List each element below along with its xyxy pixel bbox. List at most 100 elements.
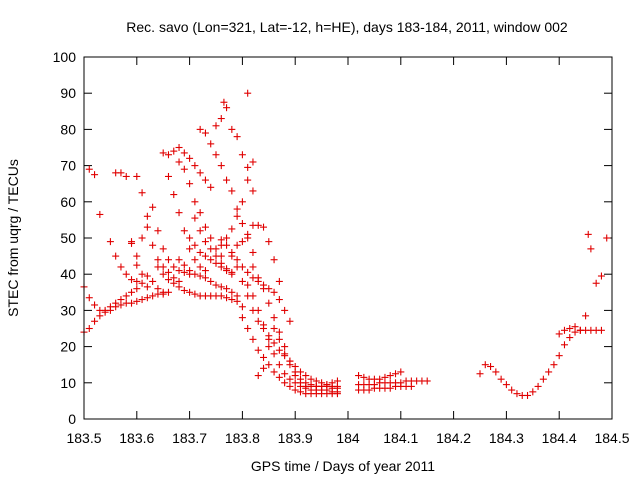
data-point (233, 292, 241, 300)
data-point (154, 285, 162, 293)
y-tick-label: 20 (60, 339, 76, 355)
data-point (386, 384, 394, 392)
data-point (143, 283, 151, 291)
data-point (238, 238, 246, 246)
data-point (191, 214, 199, 222)
data-point (487, 363, 495, 371)
data-point (566, 334, 574, 342)
data-point (270, 350, 278, 358)
data-point (159, 245, 167, 253)
data-point (201, 267, 209, 275)
data-point (275, 335, 283, 343)
data-point (249, 158, 257, 166)
data-point (265, 238, 273, 246)
data-point (407, 382, 415, 390)
data-point (207, 234, 215, 242)
data-point (228, 296, 236, 304)
data-point (91, 301, 99, 309)
data-point (122, 292, 130, 300)
data-point (164, 172, 172, 180)
data-point (196, 227, 204, 235)
data-point (233, 263, 241, 271)
data-point (244, 325, 252, 332)
data-point (212, 151, 220, 159)
data-point (244, 89, 252, 97)
data-point (133, 172, 141, 180)
data-point (106, 238, 114, 246)
data-point (254, 274, 262, 282)
data-point (502, 381, 510, 389)
data-point (191, 270, 199, 278)
data-point (191, 162, 199, 170)
data-point (254, 346, 262, 354)
data-point (529, 388, 537, 396)
data-point (576, 326, 584, 334)
data-point (281, 350, 289, 358)
data-point (217, 162, 225, 170)
x-tick-label: 183.7 (172, 430, 207, 446)
x-tick-label: 183.6 (119, 430, 154, 446)
data-point (133, 285, 141, 293)
data-point (281, 370, 289, 378)
data-point (249, 335, 257, 343)
data-point (191, 241, 199, 249)
data-point (217, 115, 225, 123)
data-point (265, 361, 273, 369)
data-point (286, 317, 294, 325)
y-tick-label: 50 (60, 230, 76, 246)
data-point (217, 292, 225, 300)
data-point (228, 268, 236, 276)
data-point (128, 276, 136, 284)
y-tick-label: 80 (60, 121, 76, 137)
data-point (191, 198, 199, 206)
data-point (560, 326, 568, 334)
y-tick-label: 70 (60, 158, 76, 174)
data-point (149, 203, 157, 211)
data-point (122, 270, 130, 278)
data-point (275, 277, 283, 285)
data-point (223, 285, 231, 293)
data-point (154, 263, 162, 271)
data-point (175, 158, 183, 166)
x-tick-label: 183.8 (225, 430, 260, 446)
data-point (138, 234, 146, 242)
data-point (96, 210, 104, 218)
data-point (106, 303, 114, 311)
data-point (186, 267, 194, 275)
data-point (223, 265, 231, 273)
data-point (149, 241, 157, 249)
data-point (270, 339, 278, 347)
data-point (233, 256, 241, 264)
data-point (360, 373, 368, 381)
data-point (244, 268, 252, 276)
data-point (180, 261, 188, 269)
data-point (207, 245, 215, 253)
y-tick-label: 100 (53, 49, 77, 65)
data-point (545, 368, 553, 376)
data-point (112, 299, 120, 307)
data-point (159, 149, 167, 157)
data-point (249, 292, 257, 300)
data-point (238, 151, 246, 159)
plot-frame (83, 56, 613, 420)
data-point (223, 234, 231, 242)
data-point (117, 263, 125, 271)
data-point (164, 268, 172, 276)
data-point (143, 294, 151, 302)
data-point (220, 98, 228, 106)
data-point (265, 299, 273, 307)
data-point (175, 256, 183, 264)
data-point (249, 248, 257, 256)
data-point (603, 234, 611, 242)
y-axis-label: STEC from uqrg / TECUs (5, 159, 21, 317)
data-point (180, 227, 188, 235)
data-point (597, 326, 605, 334)
data-point (423, 377, 431, 385)
data-point (238, 220, 246, 228)
data-point (138, 189, 146, 197)
data-point (91, 171, 99, 179)
data-point (207, 256, 215, 264)
data-point (180, 165, 188, 173)
data-point (397, 368, 405, 376)
